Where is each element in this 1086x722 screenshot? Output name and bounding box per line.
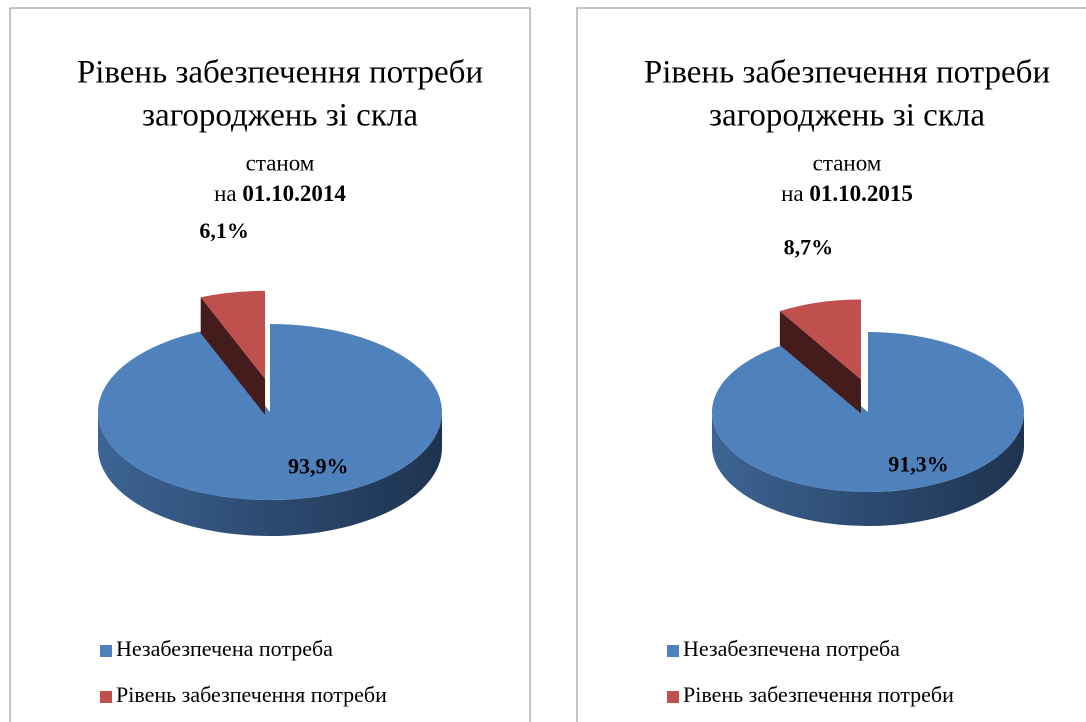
slice: [97, 324, 443, 536]
chart-title: загороджень зі скла: [142, 98, 418, 134]
data-label: 93,9%: [288, 454, 349, 479]
date-prefix: на: [781, 181, 804, 206]
slice: [200, 290, 266, 415]
slice: [711, 332, 1024, 526]
data-label: 6,1%: [199, 218, 249, 243]
legend-label: Незабезпечена потреба: [116, 636, 333, 661]
legend-swatch: [667, 645, 679, 657]
slice-side: [712, 412, 1024, 526]
legend-label: Рівень забезпечення потреби: [116, 682, 387, 707]
chart-date: на 01.10.2015: [781, 181, 913, 206]
legend-swatch: [667, 691, 679, 703]
chart-date: на 01.10.2014: [214, 181, 346, 206]
date: 01.10.2014: [242, 181, 346, 206]
date-prefix: на: [214, 181, 237, 206]
date: 01.10.2015: [809, 181, 913, 206]
legend-label: Незабезпечена потреба: [683, 636, 900, 661]
slice-cut: [200, 297, 266, 415]
slice-top: [779, 299, 861, 380]
slice-cut: [779, 311, 861, 414]
chart-title: Рівень забезпечення потреби: [644, 55, 1050, 91]
chart-subtitle: станом: [813, 150, 882, 175]
slice-side: [98, 412, 442, 536]
chart-title: загороджень зі скла: [709, 98, 985, 134]
slice-top: [200, 290, 266, 379]
legend-swatch: [100, 691, 112, 703]
slice-top: [97, 324, 443, 501]
chart-title: Рівень забезпечення потреби: [77, 55, 483, 91]
data-label: 8,7%: [784, 235, 834, 260]
chart-subtitle: станом: [246, 150, 315, 175]
legend-swatch: [100, 645, 112, 657]
data-label: 91,3%: [888, 451, 949, 476]
slice-top: [711, 332, 1024, 492]
legend-label: Рівень забезпечення потреби: [683, 682, 954, 707]
slice: [779, 299, 861, 414]
